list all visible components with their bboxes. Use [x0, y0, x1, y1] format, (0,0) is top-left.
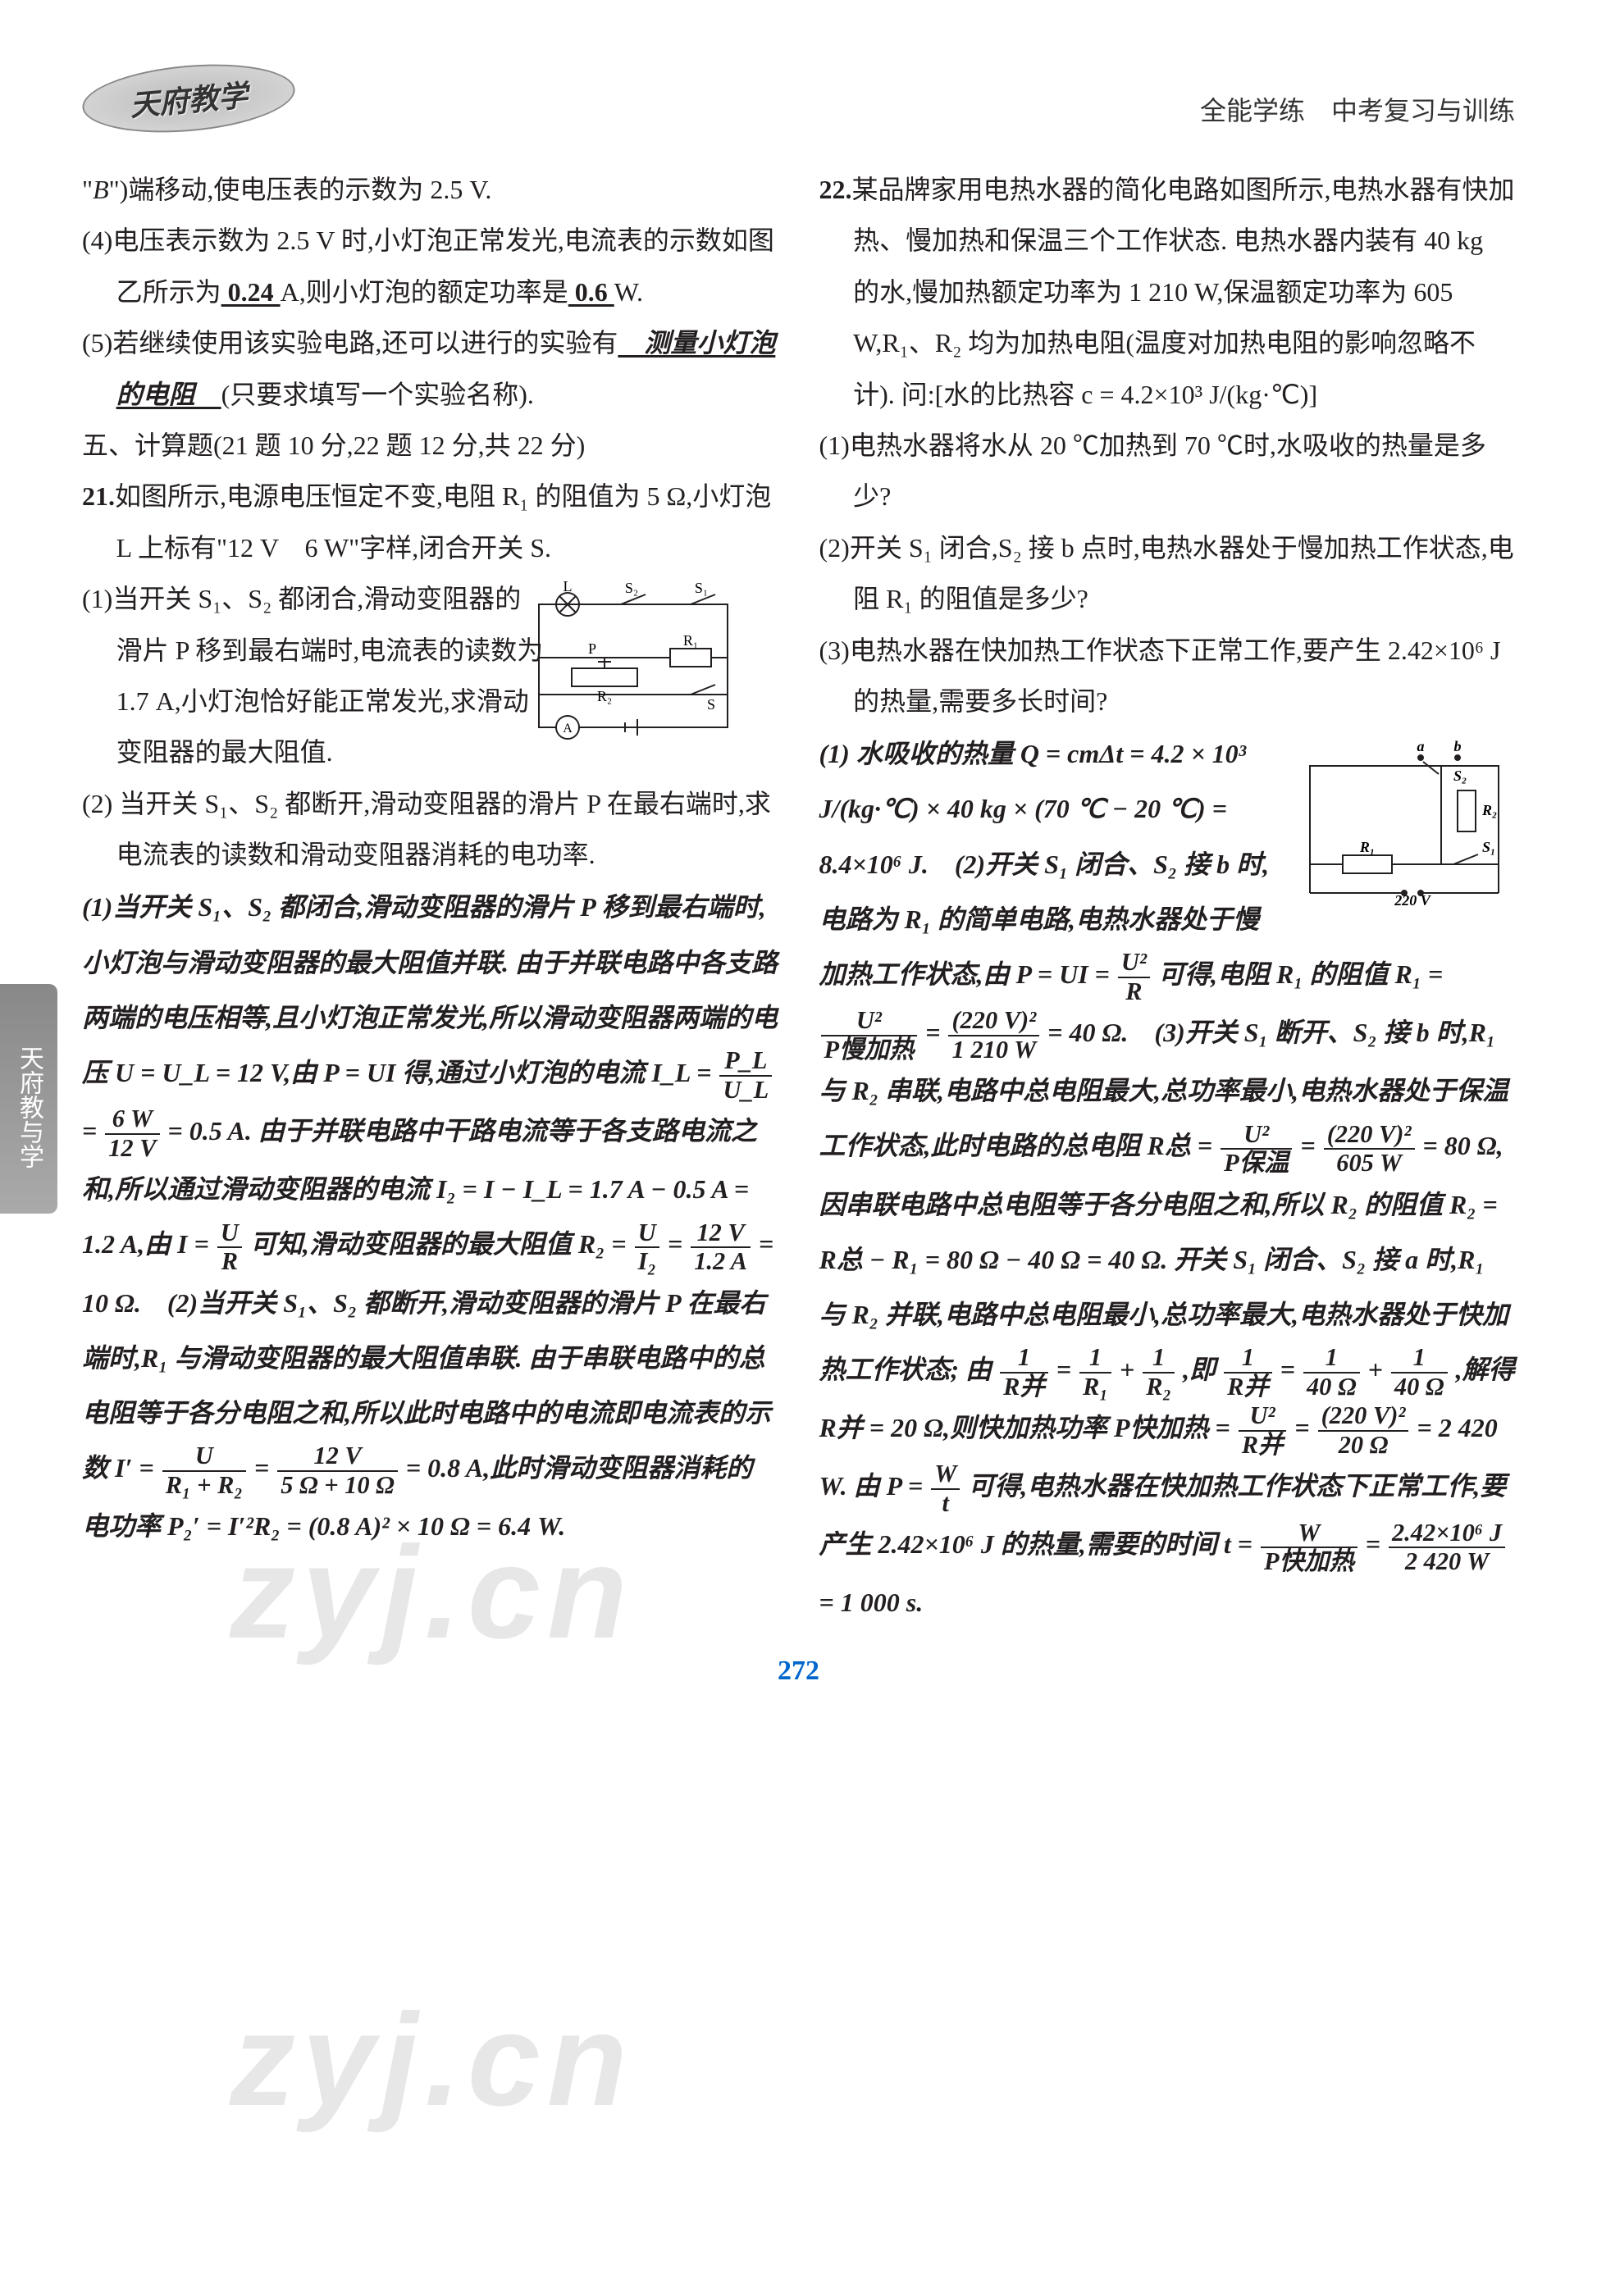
svg-text:b: b [1454, 738, 1462, 754]
left-q5: (5)若继续使用该实验电路,还可以进行的实验有 测量小灯泡的电阻 (只要求填写一… [82, 317, 778, 420]
left-column: "B")端移动,使电压表的示数为 2.5 V. (4)电压表示数为 2.5 V … [82, 164, 778, 1631]
logo-area: 天府教学 [82, 66, 295, 139]
q21: 21.如图所示,电源电压恒定不变,电阻 R₁ 的阻值为 5 Ω,小灯泡 L 上标… [82, 471, 778, 573]
q22-3: (3)电热水器在快加热工作状态下正常工作,要产生 2.42×10⁶ J 的热量,… [819, 625, 1516, 727]
blank-power: 0.6 [568, 277, 614, 307]
solution-22: a b S₂ R₂ R₁ S₁ 220 V (1) 水吸收的热量 Q = cmΔ… [819, 727, 1516, 1630]
q22-1: (1)电热水器将水从 20 ℃加热到 70 ℃时,水吸收的热量是多少? [819, 420, 1516, 522]
q22-2: (2)开关 S₁ 闭合,S₂ 接 b 点时,电热水器处于慢加热工作状态,电阻 R… [819, 522, 1516, 625]
svg-text:L: L [563, 580, 572, 594]
circuit-21-diagram: L S₂ S₁ P R₁ R₂ S A [557, 580, 778, 752]
blank-current: 0.24 [221, 277, 281, 307]
content-columns: "B")端移动,使电压表的示数为 2.5 V. (4)电压表示数为 2.5 V … [82, 164, 1515, 1631]
svg-text:S₂: S₂ [625, 580, 638, 596]
watermark-2: zyj.cn [230, 1984, 634, 2135]
svg-text:S: S [707, 696, 715, 713]
svg-text:P: P [588, 640, 596, 657]
q22: 22.某品牌家用电热水器的简化电路如图所示,电热水器有快加热、慢加热和保温三个工… [819, 164, 1516, 420]
q21-number: 21. [82, 481, 115, 511]
q22-number: 22. [819, 175, 852, 204]
circuit-22-diagram: a b S₂ R₂ R₁ S₁ 220 V [1294, 733, 1515, 905]
side-tab: 天府教与学 [0, 984, 57, 1214]
svg-text:S₁: S₁ [695, 580, 708, 596]
solution-21: (1)当开关 S₁、S₂ 都闭合,滑动变阻器的滑片 P 移到最右端时,小灯泡与滑… [82, 880, 778, 1554]
q21-2: (2) 当开关 S₁、S₂ 都断开,滑动变阻器的滑片 P 在最右端时,求电流表的… [82, 778, 778, 881]
svg-text:R₂: R₂ [1481, 802, 1497, 818]
page-header: 天府教学 全能学练 中考复习与训练 [82, 66, 1515, 139]
q21-1: L S₂ S₁ P R₁ R₂ S A (1)当开关 S₁、S₂ 都闭合,滑动变… [82, 573, 778, 778]
svg-text:R₁: R₁ [1359, 839, 1375, 855]
side-tab-text: 天府教与学 [11, 1046, 47, 1168]
svg-text:a: a [1417, 738, 1425, 754]
svg-text:220 V: 220 V [1394, 892, 1432, 905]
page-number: 272 [82, 1656, 1515, 1687]
logo-badge: 天府教学 [82, 66, 295, 139]
section-5-title: 五、计算题(21 题 10 分,22 题 12 分,共 22 分) [82, 420, 778, 471]
svg-text:R₂: R₂ [597, 688, 612, 704]
left-p1: "B")端移动,使电压表的示数为 2.5 V. [82, 164, 778, 215]
svg-text:R₁: R₁ [683, 632, 698, 649]
left-q4: (4)电压表示数为 2.5 V 时,小灯泡正常发光,电流表的示数如图乙所示为 0… [82, 215, 778, 317]
svg-text:S₁: S₁ [1482, 839, 1495, 855]
right-column: 22.某品牌家用电热水器的简化电路如图所示,电热水器有快加热、慢加热和保温三个工… [819, 164, 1516, 1631]
svg-text:A: A [563, 722, 573, 736]
header-right-text: 全能学练 中考复习与训练 [1200, 66, 1515, 128]
svg-text:S₂: S₂ [1453, 768, 1467, 784]
logo-text: 天府教学 [80, 57, 298, 140]
